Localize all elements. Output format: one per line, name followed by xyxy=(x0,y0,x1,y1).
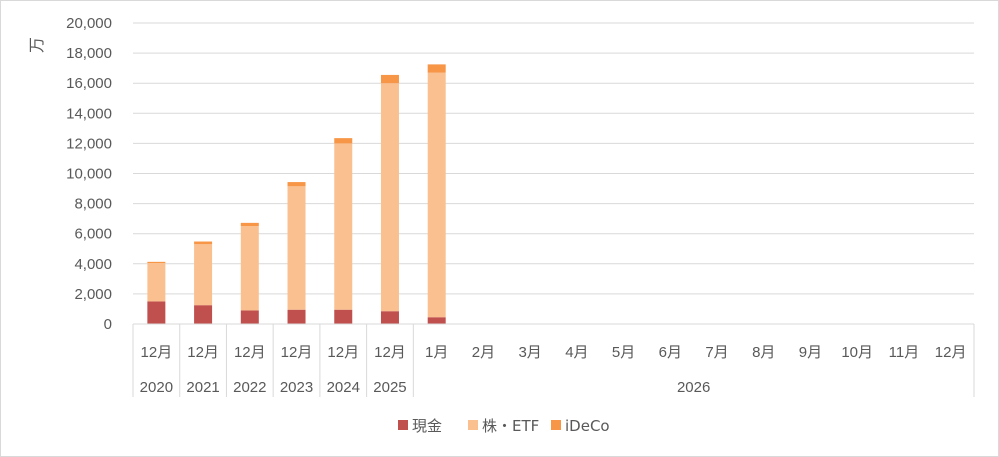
x-tick-label: 10月 xyxy=(841,344,873,361)
x-tick-label: 5月 xyxy=(612,344,635,361)
y-tick-label: 2,000 xyxy=(74,286,112,303)
bar-segment xyxy=(427,64,446,73)
x-tick-label: 12月 xyxy=(327,344,359,361)
x-group-label: 2025 xyxy=(373,379,406,396)
legend-label: 株・ETF xyxy=(482,417,539,435)
legend: 現金 株・ETF iDeCo xyxy=(398,417,610,435)
bar-segment xyxy=(334,143,353,310)
y-tick-label: 16,000 xyxy=(66,75,112,92)
y-tick-label: 14,000 xyxy=(66,105,112,122)
bar-segment xyxy=(334,309,353,324)
bar-segment xyxy=(194,241,213,245)
x-tick-label: 9月 xyxy=(799,344,822,361)
x-group-label: 2022 xyxy=(233,379,266,396)
bar-segment xyxy=(240,226,259,311)
bar-segment xyxy=(240,310,259,324)
x-tick-label: 12月 xyxy=(234,344,266,361)
bar-segment xyxy=(147,301,166,324)
x-tick-label: 12月 xyxy=(141,344,173,361)
x-tick-label: 1月 xyxy=(425,344,448,361)
x-tick-label: 4月 xyxy=(565,344,588,361)
bar-segment xyxy=(147,263,166,302)
x-tick-label: 3月 xyxy=(518,344,541,361)
bar-segment xyxy=(380,311,399,324)
bar-segment xyxy=(287,182,306,187)
bar-segment xyxy=(380,83,399,312)
x-tick-label: 2月 xyxy=(472,344,495,361)
bar-segment xyxy=(427,317,446,324)
x-tick-label: 12月 xyxy=(374,344,406,361)
bar-segment xyxy=(194,244,213,306)
x-tick-label: 8月 xyxy=(752,344,775,361)
legend-swatch xyxy=(551,420,561,430)
y-tick-label: 6,000 xyxy=(74,226,112,243)
x-tick-label: 6月 xyxy=(659,344,682,361)
y-tick-label: 18,000 xyxy=(66,45,112,62)
x-group-label: 2026 xyxy=(677,379,710,396)
legend-swatch xyxy=(468,420,478,430)
bar-segment xyxy=(287,186,306,310)
x-group-label: 2020 xyxy=(140,379,173,396)
gridlines xyxy=(133,22,974,325)
bars xyxy=(147,64,446,324)
y-tick-label: 20,000 xyxy=(66,15,112,32)
x-axis: 12月 12月 12月 12月 12月 12月 1月 2月 3月 4月 5月 6月 7月 8月 9月 10月 1… xyxy=(132,323,975,397)
x-tick-label: 11月 xyxy=(889,344,920,361)
y-tick-label: 4,000 xyxy=(74,256,112,273)
bar-segment xyxy=(334,138,353,144)
x-tick-label: 7月 xyxy=(705,344,728,361)
bar-segment xyxy=(287,309,306,324)
bar-segment xyxy=(194,305,213,324)
y-tick-label: 12,000 xyxy=(66,135,112,152)
x-group-label: 2024 xyxy=(327,379,360,396)
x-tick-label: 12月 xyxy=(281,344,313,361)
y-tick-label: 10,000 xyxy=(66,166,112,183)
y-axis-label: 万 xyxy=(27,37,46,53)
bar-segment xyxy=(240,222,259,227)
legend-swatch xyxy=(398,420,408,430)
x-tick-label: 12月 xyxy=(935,344,967,361)
x-group-label: 2023 xyxy=(280,379,313,396)
legend-label: 現金 xyxy=(412,417,442,435)
y-tick-label: 8,000 xyxy=(74,196,112,213)
x-tick-label: 12月 xyxy=(187,344,219,361)
legend-label: iDeCo xyxy=(565,417,610,435)
bar-segment xyxy=(380,74,399,84)
y-tick-label: 0 xyxy=(104,316,112,333)
bar-segment xyxy=(427,72,446,318)
bar-segment xyxy=(147,261,166,264)
y-tick-labels: 0 2,000 4,000 6,000 8,000 10,000 12,000 14,000 1… xyxy=(66,15,112,333)
x-group-label: 2021 xyxy=(186,379,219,396)
